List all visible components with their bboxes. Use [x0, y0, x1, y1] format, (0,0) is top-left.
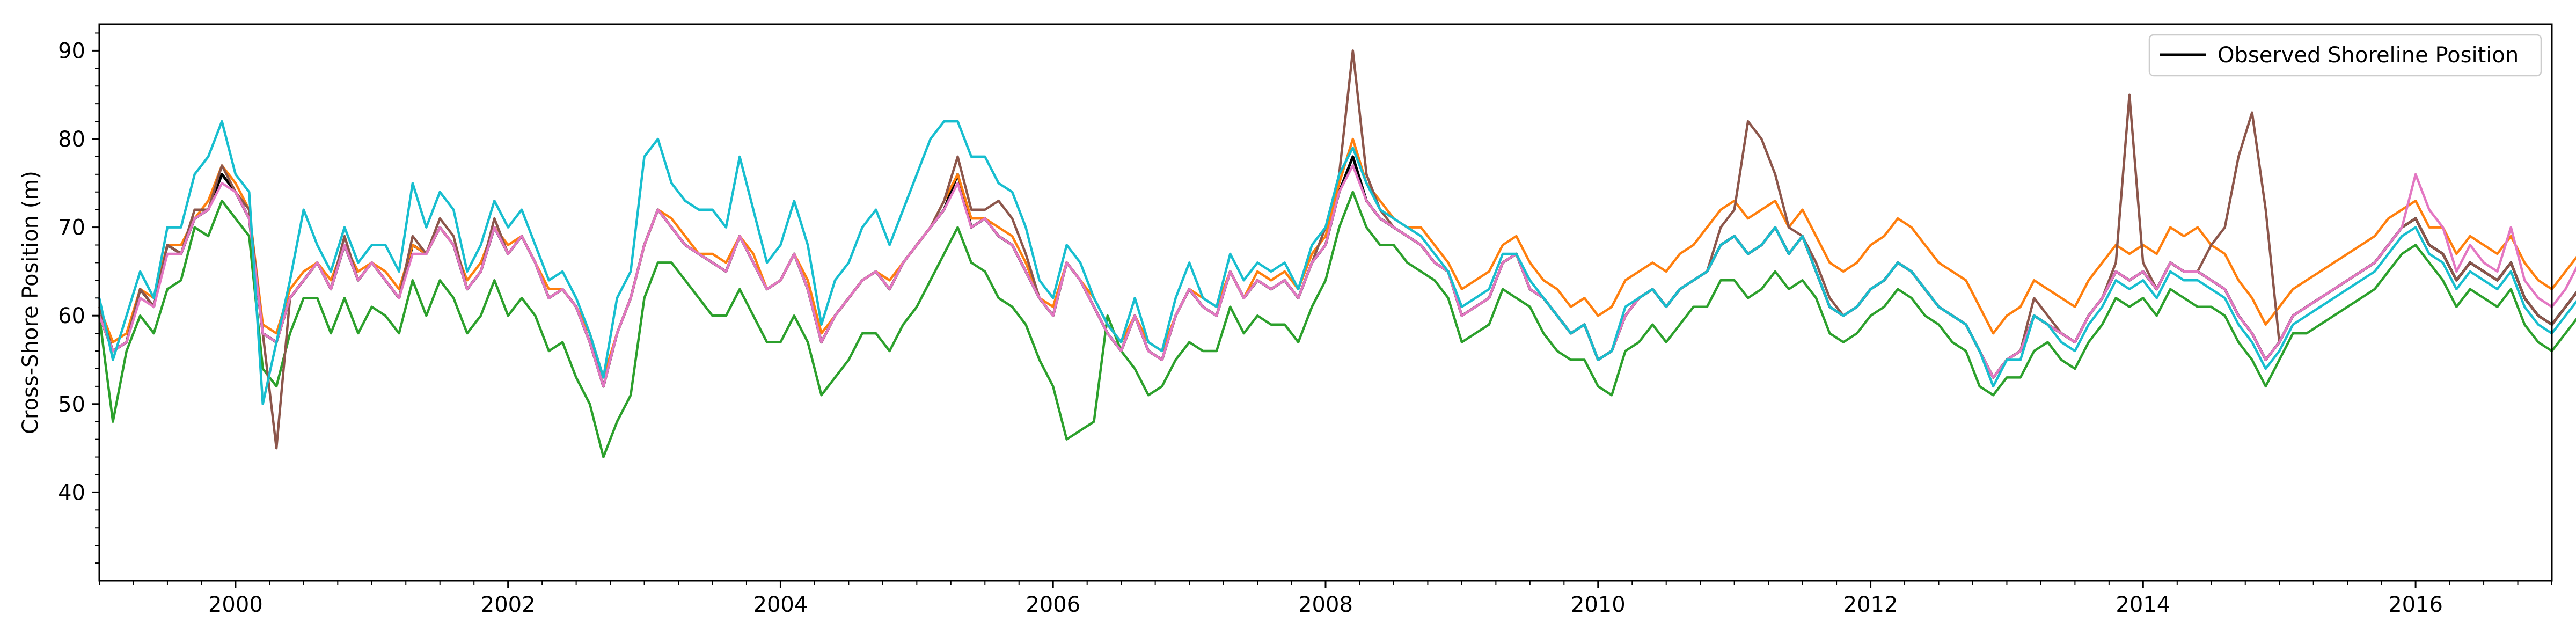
x-tick-label: 2016: [2388, 592, 2443, 617]
x-tick-label: 2006: [1026, 592, 1080, 617]
series-line-model-1: [98, 191, 2576, 458]
legend: Observed Shoreline Position: [2148, 34, 2542, 77]
y-tick-label: 70: [58, 216, 85, 240]
series-line-model-4: [98, 164, 2576, 388]
x-tick-label: 2010: [1571, 592, 1626, 617]
x-tick-label: 2000: [208, 592, 263, 617]
y-tick-label: 90: [58, 39, 85, 63]
x-axis: 2000 2002 2004 2006 2008 2010 2012 2014 2016: [99, 581, 2552, 617]
y-axis: 40 50 60 70 80 90: [58, 32, 99, 564]
x-tick-label: 2002: [481, 592, 536, 617]
x-tick-label: 2004: [753, 592, 808, 617]
y-tick-label: 40: [58, 480, 85, 505]
x-tick-label: 2014: [2116, 592, 2170, 617]
legend-box: [2148, 34, 2542, 77]
legend-label-observed: Observed Shoreline Position: [2218, 43, 2519, 68]
y-axis-label: Cross-Shore Position (m): [18, 171, 43, 434]
series-line-model-5: [98, 120, 2576, 406]
series-layer: [98, 49, 2576, 458]
x-tick-label: 2008: [1298, 592, 1353, 617]
x-tick-label: 2012: [1843, 592, 1898, 617]
y-tick-label: 80: [58, 127, 85, 152]
y-tick-label: 60: [58, 304, 85, 328]
y-tick-label: 50: [58, 392, 85, 417]
